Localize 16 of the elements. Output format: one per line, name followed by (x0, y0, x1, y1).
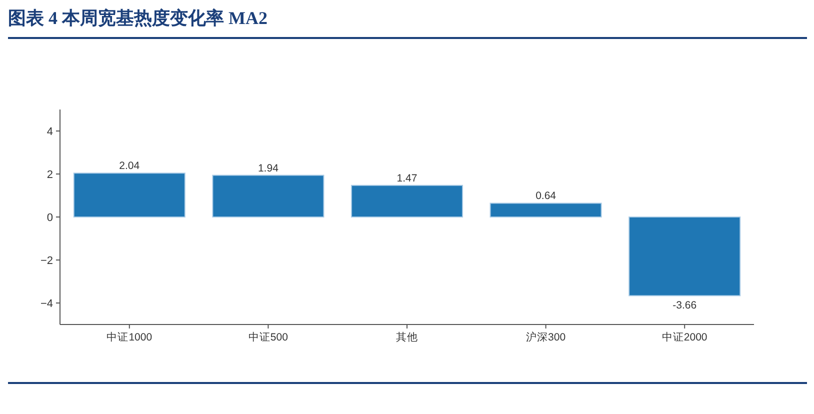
data-label: 1.47 (396, 172, 418, 184)
x-tick-label: 中证500 (248, 332, 288, 344)
data-label: 2.04 (119, 160, 140, 172)
x-tick-label: 沪深300 (526, 332, 566, 344)
x-tick-label: 中证1000 (106, 332, 152, 344)
data-label: 1.94 (258, 162, 278, 174)
y-tick-label: 0 (46, 212, 53, 224)
y-tick-label: 4 (46, 126, 53, 138)
x-tick-label: 其他 (396, 332, 418, 344)
x-tick-label: 中证2000 (662, 332, 708, 344)
data-label: -3.66 (672, 300, 697, 312)
y-tick-label: −2 (40, 255, 53, 267)
data-label: 0.64 (536, 190, 556, 202)
title: 图表 4 本周宽基热度变化率 MA2 (8, 8, 268, 28)
y-tick-label: 2 (46, 169, 53, 181)
y-tick-label: −4 (40, 298, 53, 310)
